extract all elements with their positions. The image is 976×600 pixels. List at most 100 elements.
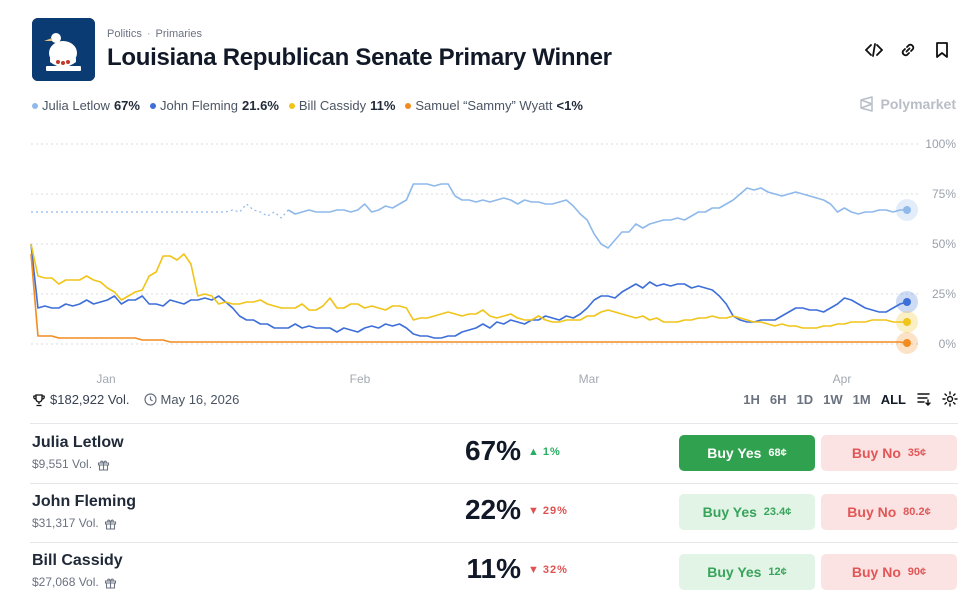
outcome-name: Bill Cassidy <box>32 552 123 569</box>
y-tick-label: 50% <box>932 237 956 251</box>
gift-icon[interactable] <box>104 517 117 530</box>
y-tick-label: 0% <box>939 337 957 351</box>
timeframe-6h[interactable]: 6H <box>769 391 787 407</box>
x-tick-label: Mar <box>579 372 600 386</box>
legend-pct: <1% <box>556 98 583 113</box>
end-date: May 16, 2026 <box>143 392 240 407</box>
outcome-row-cassidy[interactable]: Bill Cassidy $27,068 Vol. 11% ▼ 32% Buy … <box>0 543 976 600</box>
x-tick-label: Apr <box>833 372 852 386</box>
series-line <box>287 183 907 249</box>
outcome-volume: $9,551 Vol. <box>32 457 110 471</box>
buy-no-button[interactable]: Buy No 35¢ <box>821 435 957 471</box>
outcome-change: ▼ 29% <box>528 505 568 517</box>
divider <box>30 542 958 543</box>
timeframe-all[interactable]: ALL <box>880 391 906 407</box>
buy-yes-price: 12¢ <box>768 566 787 578</box>
breadcrumb-category[interactable]: Politics <box>107 28 142 40</box>
buy-no-price: 35¢ <box>907 447 927 459</box>
legend-dot <box>32 102 38 109</box>
total-volume-value: $182,922 Vol. <box>50 392 130 407</box>
legend-item-wyatt: Samuel “Sammy” Wyatt <1% <box>405 98 583 113</box>
timeframe-1h[interactable]: 1H <box>743 391 760 407</box>
arrow-down-icon: ▼ <box>528 564 540 576</box>
timeframe-selector: 1H 6H 1D 1W 1M ALL <box>743 391 958 407</box>
buy-no-label: Buy No <box>851 564 901 580</box>
arrow-down-icon: ▼ <box>528 505 540 517</box>
outcome-change-value: 1% <box>542 446 561 458</box>
legend-item-fleming: John Fleming 21.6% <box>149 98 279 113</box>
settings-gear-icon[interactable] <box>942 391 958 407</box>
total-volume: $182,922 Vol. <box>32 392 130 407</box>
buy-no-price: 90¢ <box>907 566 927 578</box>
outcome-change: ▲ 1% <box>528 446 561 458</box>
buy-yes-button[interactable]: Buy Yes 68¢ <box>679 435 815 471</box>
buy-no-label: Buy No <box>851 445 901 461</box>
legend-pct: 67% <box>113 98 140 113</box>
outcome-volume-value: $31,317 Vol. <box>32 516 99 530</box>
bookmark-icon[interactable] <box>932 40 952 60</box>
link-icon[interactable] <box>898 40 918 60</box>
buy-yes-button[interactable]: Buy Yes 12¢ <box>679 554 815 590</box>
legend-pct: 11% <box>370 98 396 113</box>
legend-dot <box>288 102 295 109</box>
outcome-name: John Fleming <box>32 493 136 510</box>
buy-no-button[interactable]: Buy No 80.2¢ <box>821 494 957 530</box>
legend-name: Samuel “Sammy” Wyatt <box>415 98 553 113</box>
trophy-icon <box>33 393 45 406</box>
buy-yes-price: 23.4¢ <box>763 506 792 518</box>
timeframe-1w[interactable]: 1W <box>823 391 843 407</box>
x-tick-label: Feb <box>350 372 371 386</box>
series-end-marker <box>903 318 911 326</box>
outcome-row-fleming[interactable]: John Fleming $31,317 Vol. 22% ▼ 29% Buy … <box>0 484 976 542</box>
series-line <box>30 253 908 344</box>
series-line <box>30 243 907 329</box>
y-tick-label: 25% <box>932 287 956 301</box>
gift-icon[interactable] <box>97 458 110 471</box>
market-logo <box>32 18 95 81</box>
gift-icon[interactable] <box>104 576 117 589</box>
legend-name: Bill Cassidy <box>298 98 367 113</box>
filter-icon[interactable] <box>916 391 932 407</box>
outcome-probability: 67% <box>464 435 521 466</box>
brand-name: Polymarket <box>880 96 956 112</box>
legend-item-letlow: Julia Letlow 67% <box>32 98 140 113</box>
outcome-probability: 22% <box>464 494 521 525</box>
toolbar <box>864 40 952 60</box>
outcome-change-value: 29% <box>542 505 568 517</box>
outcome-change: ▼ 32% <box>528 564 568 576</box>
louisiana-pelican-flag-icon <box>32 18 95 81</box>
timeframe-1d[interactable]: 1D <box>796 391 814 407</box>
arrow-up-icon: ▲ <box>528 446 540 458</box>
buy-no-button[interactable]: Buy No 90¢ <box>821 554 957 590</box>
legend-name: Julia Letlow <box>42 98 110 113</box>
legend-dot <box>405 102 412 109</box>
x-tick-label: Jan <box>96 372 115 386</box>
y-tick-label: 100% <box>925 137 956 151</box>
series-line <box>30 243 908 339</box>
outcome-row-letlow[interactable]: Julia Letlow $9,551 Vol. 67% ▲ 1% Buy Ye… <box>0 425 976 483</box>
buy-yes-button[interactable]: Buy Yes 23.4¢ <box>679 494 815 530</box>
end-date-value: May 16, 2026 <box>160 392 240 407</box>
legend-item-cassidy: Bill Cassidy 11% <box>288 98 396 113</box>
y-tick-label: 75% <box>932 187 956 201</box>
buy-yes-price: 68¢ <box>768 447 787 459</box>
buy-yes-label: Buy Yes <box>707 445 762 461</box>
outcome-volume-value: $9,551 Vol. <box>32 457 93 471</box>
buy-yes-label: Buy Yes <box>702 504 757 520</box>
buy-yes-label: Buy Yes <box>707 564 762 580</box>
market-info: $182,922 Vol. May 16, 2026 <box>32 392 239 407</box>
breadcrumb-subcategory[interactable]: Primaries <box>155 28 202 40</box>
outcome-probability: 11% <box>466 553 522 584</box>
divider <box>30 483 958 484</box>
embed-code-icon[interactable] <box>864 40 884 60</box>
price-history-chart[interactable]: 100% 75% 50% 25% 0% Jan Feb Mar Apr <box>0 125 976 390</box>
divider <box>30 423 958 424</box>
outcome-volume-value: $27,068 Vol. <box>32 575 99 589</box>
polymarket-watermark: Polymarket <box>859 96 956 112</box>
polymarket-logo-icon <box>859 96 873 112</box>
buy-no-price: 80.2¢ <box>903 506 931 518</box>
series-end-marker <box>903 206 911 214</box>
legend-name: John Fleming <box>159 98 239 113</box>
timeframe-1m[interactable]: 1M <box>852 391 871 407</box>
series-end-marker <box>903 298 911 306</box>
